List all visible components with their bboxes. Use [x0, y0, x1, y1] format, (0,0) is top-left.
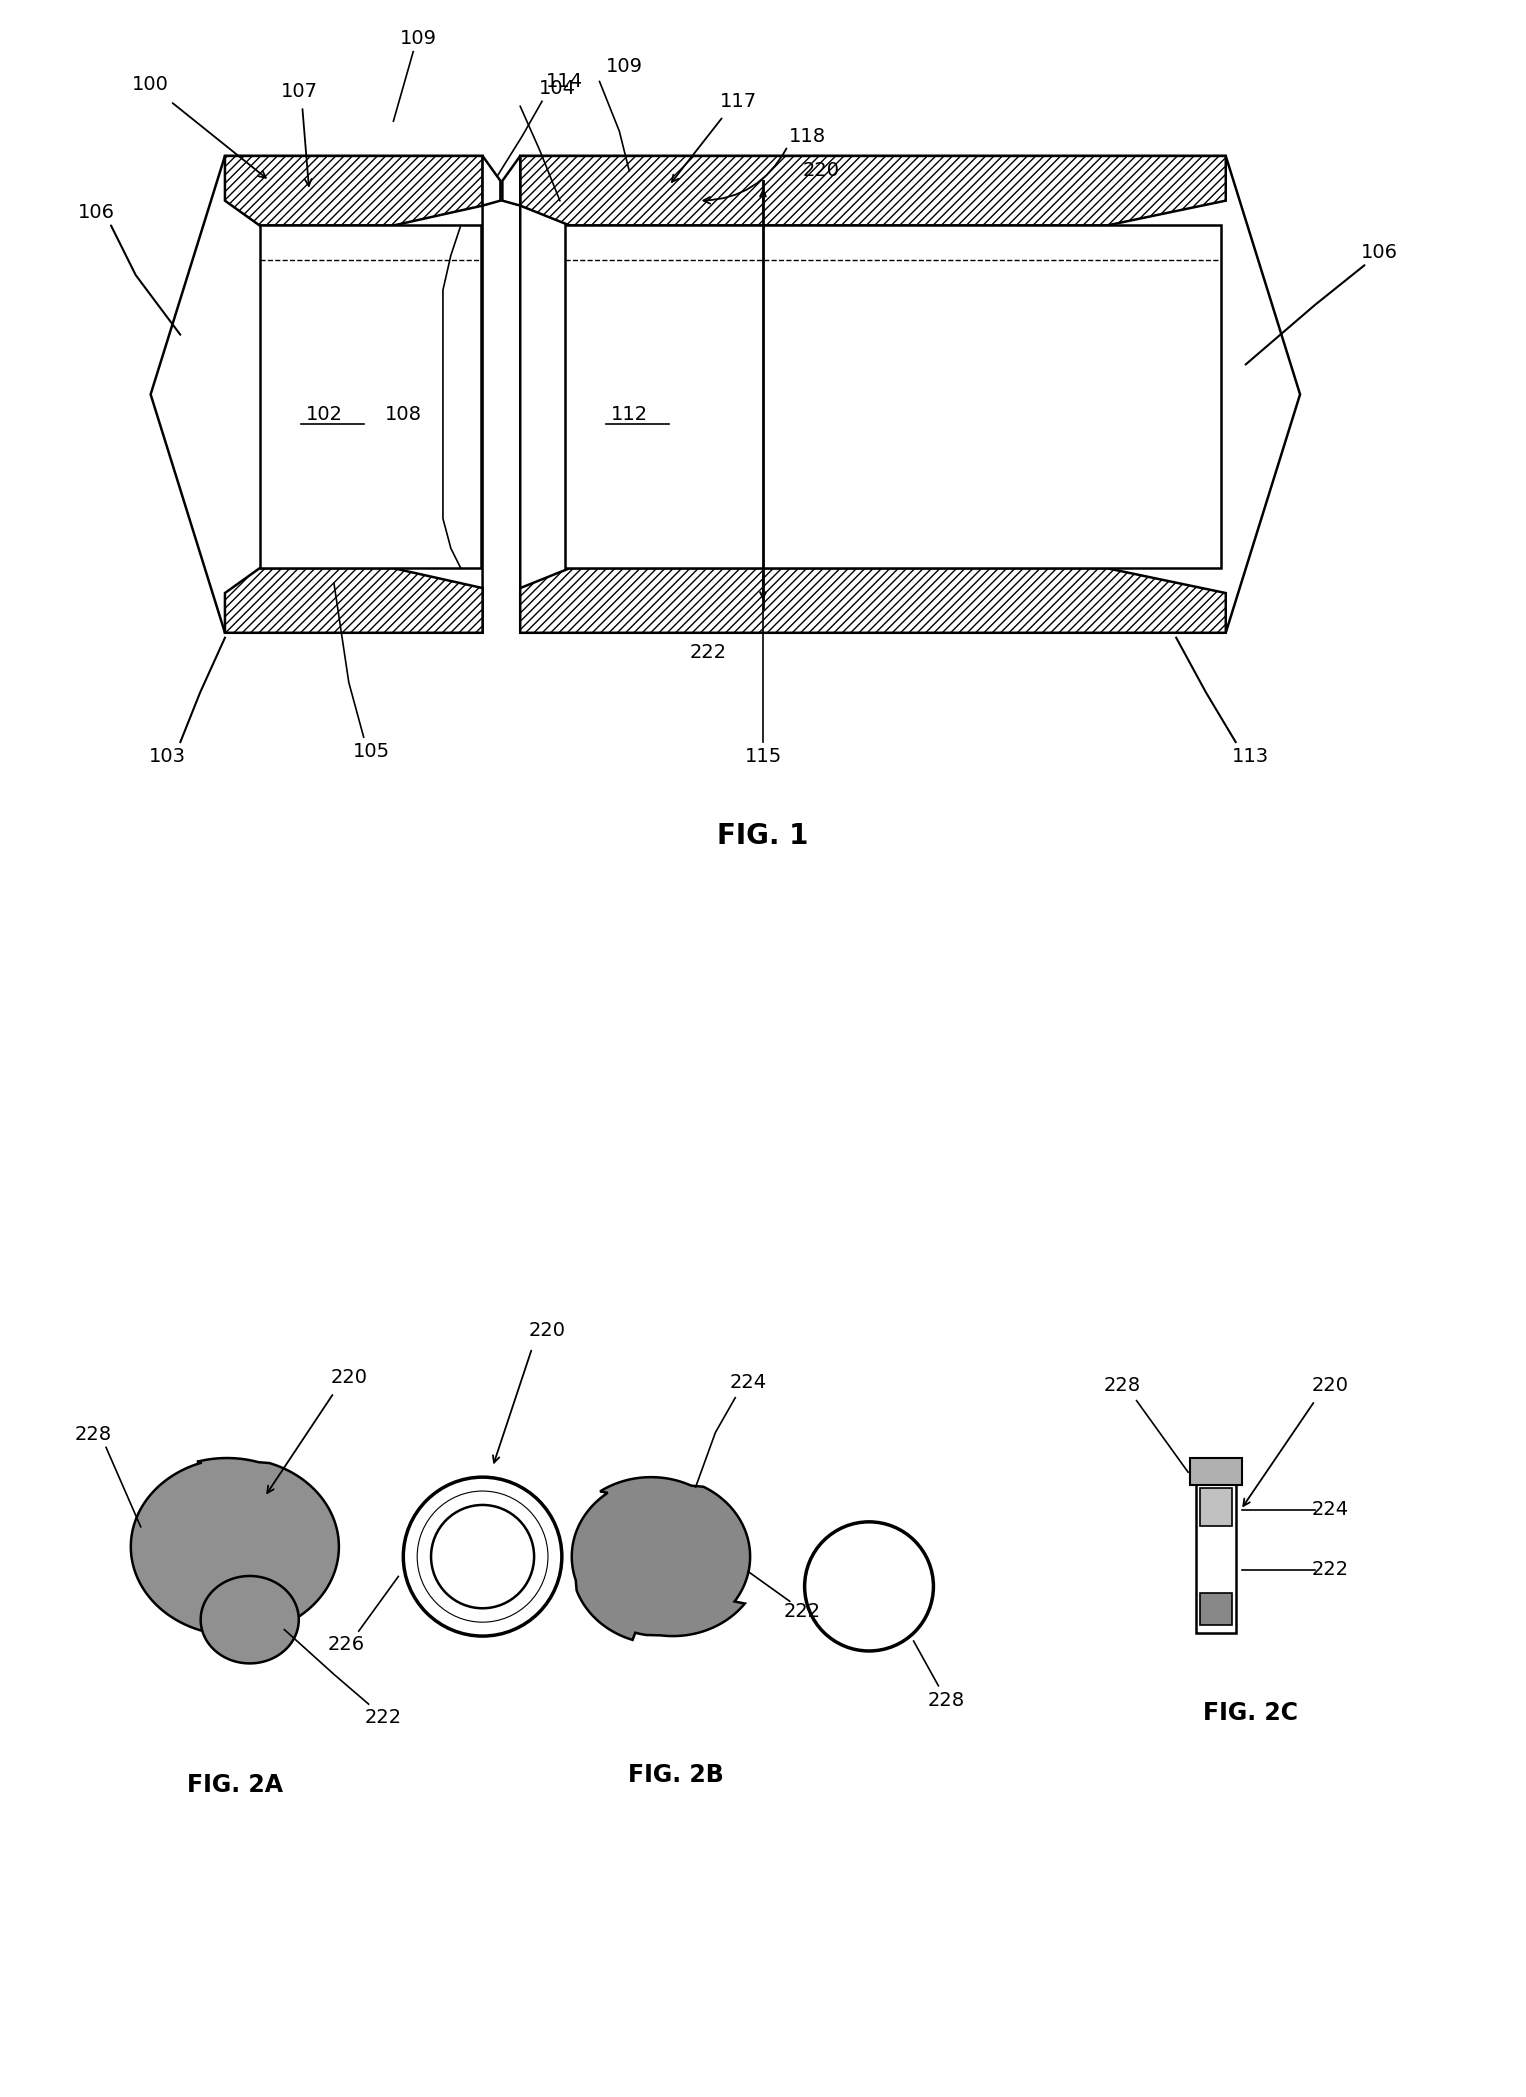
Text: FIG. 2A: FIG. 2A [186, 1774, 282, 1797]
Text: FIG. 2C: FIG. 2C [1202, 1701, 1299, 1724]
Text: 222: 222 [784, 1602, 821, 1621]
Circle shape [430, 1506, 534, 1608]
Polygon shape [520, 155, 1300, 633]
Polygon shape [482, 155, 501, 206]
Text: 109: 109 [606, 57, 642, 75]
Polygon shape [224, 568, 482, 633]
Text: 102: 102 [305, 405, 342, 424]
Text: 100: 100 [133, 75, 169, 94]
Polygon shape [520, 155, 1225, 226]
Text: 222: 222 [365, 1707, 401, 1726]
Polygon shape [502, 155, 520, 206]
Text: 224: 224 [729, 1374, 766, 1392]
Text: 112: 112 [610, 405, 649, 424]
Polygon shape [131, 1457, 339, 1636]
Text: 220: 220 [528, 1321, 566, 1340]
Polygon shape [1199, 1594, 1231, 1625]
Text: 220: 220 [803, 161, 839, 180]
Text: 220: 220 [1311, 1376, 1349, 1395]
Polygon shape [259, 226, 481, 568]
Polygon shape [520, 568, 1225, 633]
Polygon shape [572, 1476, 751, 1640]
Text: 104: 104 [539, 80, 575, 99]
Polygon shape [1190, 1457, 1242, 1485]
Polygon shape [224, 155, 482, 226]
Text: 228: 228 [928, 1690, 964, 1711]
Text: 115: 115 [745, 747, 781, 765]
Text: 103: 103 [150, 747, 186, 765]
Text: 222: 222 [690, 644, 726, 663]
Text: 108: 108 [385, 405, 421, 424]
Text: 222: 222 [1311, 1560, 1349, 1579]
Text: 105: 105 [353, 742, 391, 761]
Text: 106: 106 [1361, 243, 1398, 262]
Text: 106: 106 [78, 203, 114, 222]
Text: 114: 114 [546, 71, 583, 90]
Text: 118: 118 [789, 126, 826, 145]
Text: FIG. 2B: FIG. 2B [627, 1764, 723, 1787]
Polygon shape [1196, 1480, 1236, 1634]
Polygon shape [201, 1577, 299, 1663]
Text: 228: 228 [1103, 1376, 1140, 1395]
Text: 226: 226 [327, 1634, 365, 1655]
Polygon shape [1199, 1489, 1231, 1527]
Polygon shape [565, 226, 1221, 568]
Text: 113: 113 [1231, 747, 1270, 765]
Text: 220: 220 [330, 1369, 368, 1388]
Polygon shape [151, 155, 482, 633]
Text: 109: 109 [400, 29, 436, 48]
Circle shape [804, 1522, 934, 1650]
Text: 224: 224 [1311, 1501, 1349, 1520]
Text: 228: 228 [75, 1426, 111, 1445]
Text: FIG. 1: FIG. 1 [717, 822, 809, 851]
Text: 107: 107 [281, 82, 317, 101]
Text: 117: 117 [720, 92, 757, 111]
